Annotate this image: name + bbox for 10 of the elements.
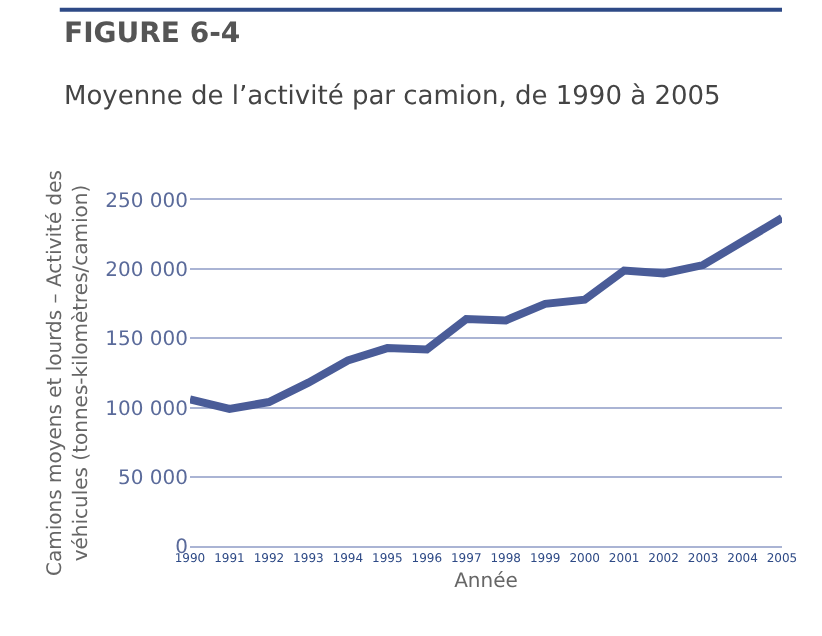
chart-title: FIGURE 6-4 bbox=[64, 18, 241, 50]
chart-subtitle: Moyenne de l’activité par camion, de 1990 à 2005 bbox=[64, 82, 721, 112]
x-axis-title: Année bbox=[454, 571, 518, 594]
y-axis-title: Camions moyens et lourds – Activité des véhicules (tonnes-kilomètres/camion) bbox=[45, 170, 94, 576]
line-series bbox=[190, 214, 782, 413]
y-tick-label: 200 000 bbox=[105, 260, 188, 283]
y-tick-label: 50 000 bbox=[118, 467, 188, 490]
y-tick-label: 150 000 bbox=[105, 329, 188, 352]
y-tick-label: 100 000 bbox=[105, 398, 188, 421]
y-tick-label: 250 000 bbox=[105, 191, 188, 213]
